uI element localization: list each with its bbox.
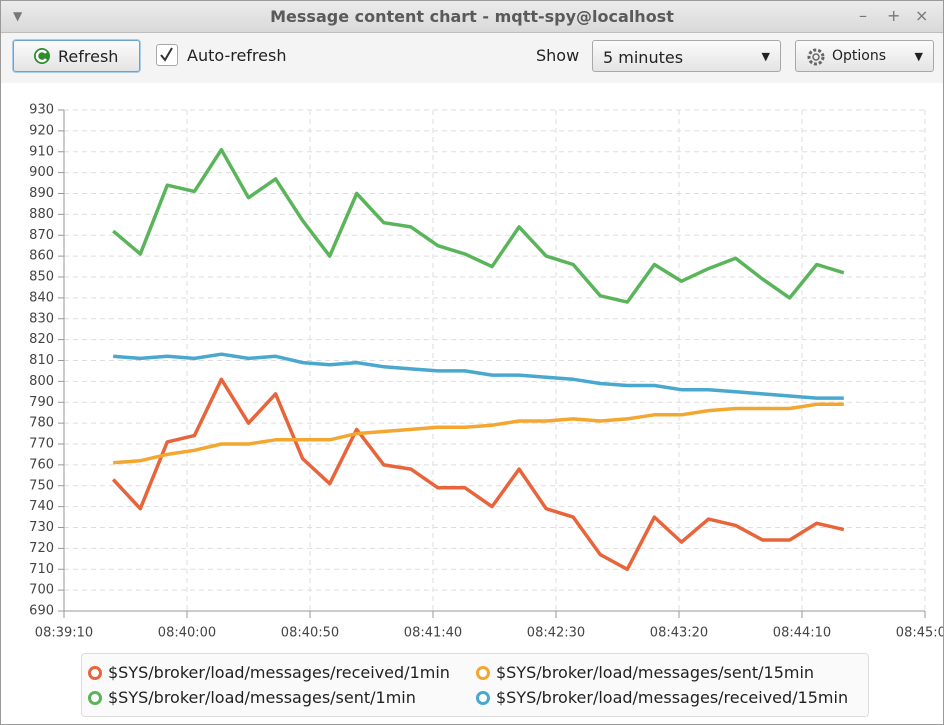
minimize[interactable]: – [859,6,867,25]
chart: 690 700 710 720 730 740 750 760 770 780 790 800 810 8… [29,103,943,641]
y-tick-label: 740 [29,499,54,514]
y-tick-label: 810 [29,353,54,368]
y-tick-label: 780 [29,416,54,431]
close[interactable]: × [915,6,929,25]
y-tick-label: 720 [29,541,54,556]
y-tick-label: 910 [29,144,54,159]
title-bar: ▼ Message content chart - mqtt-spy@local… [1,1,943,33]
gear-icon [807,48,825,66]
legend-label: $SYS/broker/load/messages/received/1min [108,663,450,682]
y-tick-label: 700 [29,583,54,598]
refresh-button[interactable]: Refresh [13,40,140,72]
series-line [112,147,845,304]
y-tick-label: 800 [29,374,54,389]
y-tick-label: 930 [29,103,54,118]
x-tick-label: 08:44:10 [773,626,831,641]
series-line [111,377,845,572]
y-tick-label: 750 [29,478,54,493]
chart-area: 690 700 710 720 730 740 750 760 770 780 790 800 810 8… [1,83,943,724]
window-title: Message content chart - mqtt-spy@localho… [270,7,674,26]
x-tick-label: 08:45:00 [896,626,943,641]
y-tick-label: 900 [29,165,54,180]
y-tick-label: 770 [29,437,54,452]
dropdown-arrow: ▼ [761,50,770,63]
legend-symbol [476,690,490,705]
y-tick-label: 880 [29,207,54,222]
x-tick-label: 08:41:40 [404,626,462,641]
show-value: 5 minutes [603,48,684,67]
options-button[interactable]: Options ▼ [795,40,934,72]
y-tick-label: 690 [29,604,54,619]
y-tick-label: 920 [29,123,54,138]
show-dropdown[interactable]: 5 minutes ▼ [592,40,781,72]
legend-symbol [476,665,490,680]
y-tick-label: 830 [29,311,54,326]
y-tick-label: 850 [29,270,54,285]
legend: $SYS/broker/load/messages/received/1min $… [81,653,869,717]
y-tick-label: 860 [29,249,54,264]
y-tick-label: 760 [29,457,54,472]
legend-item: $SYS/broker/load/messages/received/1min [82,663,470,682]
x-tick-label: 08:39:10 [35,626,93,641]
legend-symbol [88,665,102,680]
x-tick-label: 08:40:00 [158,626,216,641]
y-tick-label: 790 [29,395,54,410]
y-tick-label: 840 [29,290,54,305]
legend-label: $SYS/broker/load/messages/received/15min [496,688,849,707]
x-tick-label: 08:42:30 [527,626,585,641]
legend-item: $SYS/broker/load/messages/sent/1min [82,688,470,707]
x-tick-label: 08:43:20 [650,626,708,641]
legend-item: $SYS/broker/load/messages/received/15min [470,688,858,707]
legend-symbol [88,690,102,705]
x-tick-label: 08:40:50 [281,626,339,641]
y-tick-label: 710 [29,562,54,577]
show-label: Show [536,46,580,65]
maximize[interactable]: + [887,6,901,25]
series-line [113,402,844,465]
y-tick-label: 820 [29,332,54,347]
auto-refresh-label: Auto-refresh [187,46,287,65]
legend-label: $SYS/broker/load/messages/sent/1min [108,688,416,707]
y-tick-label: 730 [29,520,54,535]
auto-refresh-checkbox[interactable] [156,44,178,66]
options-label: Options [832,48,887,64]
legend-item: $SYS/broker/load/messages/sent/15min [470,663,858,682]
window-menu[interactable]: ▼ [13,9,23,23]
check-mark [160,47,173,62]
y-tick-label: 870 [29,228,54,243]
series-line [113,352,844,400]
refresh-icon [34,48,50,64]
refresh-label: Refresh [58,47,119,66]
dropdown-arrow: ▼ [914,50,923,63]
y-tick-label: 890 [29,186,54,201]
legend-label: $SYS/broker/load/messages/sent/15min [496,663,815,682]
